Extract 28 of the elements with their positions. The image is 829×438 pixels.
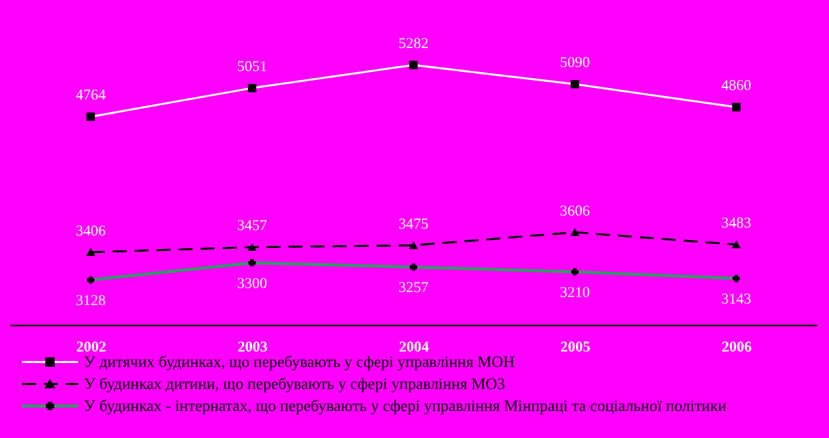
data-label: 3606 [560, 203, 590, 220]
data-label: 3300 [237, 276, 268, 292]
data-label: 4860 [721, 78, 752, 94]
point [248, 243, 256, 251]
legend-label: У дитячих будинках, що перебувають у сфері управління МОН [84, 354, 516, 371]
data-label: 3457 [237, 218, 268, 234]
data-label: 3257 [398, 280, 429, 296]
x-tick-label: 2005 [560, 340, 590, 356]
point [570, 228, 580, 236]
x-tick-label: 2002 [76, 340, 106, 356]
data-label: 3128 [76, 293, 106, 309]
data-label: 3143 [721, 292, 752, 308]
data-label: 3483 [721, 216, 752, 232]
data-label: 5282 [398, 36, 428, 52]
data-label: 4764 [76, 88, 106, 104]
data-label: 3406 [76, 223, 106, 240]
data-label: 3210 [560, 284, 590, 301]
point [409, 242, 418, 250]
point [86, 248, 95, 256]
data-label: 5051 [237, 59, 268, 76]
legend-label: У будинках - інтернатах, що перебувають у сфері управління Мінпраці та соціальної політики [84, 398, 727, 415]
x-tick-label: 2003 [238, 340, 268, 356]
x-tick-label: 2004 [399, 340, 430, 356]
x-tick-label: 2006 [722, 340, 752, 356]
data-label: 3475 [398, 216, 428, 232]
legend-label: У будинках дитини, що перебувають у сфері управління МОЗ [84, 376, 506, 393]
point [732, 240, 741, 248]
data-label: 5090 [560, 55, 590, 72]
